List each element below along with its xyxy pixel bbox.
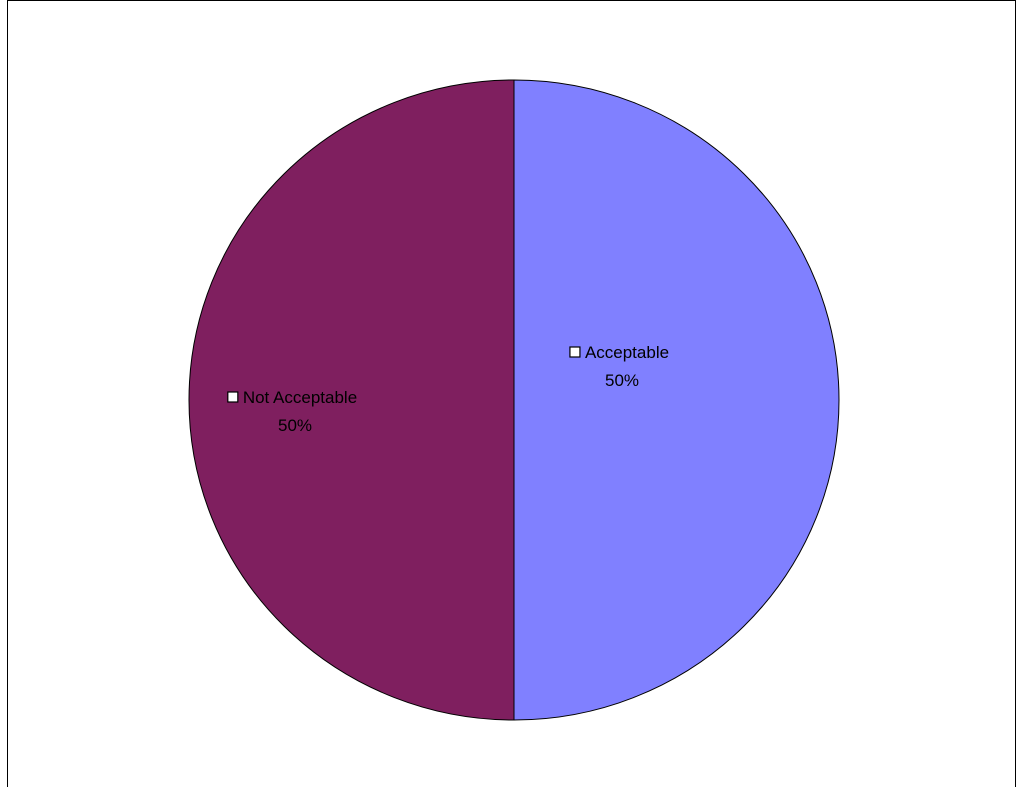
slice-label-text: Not Acceptable	[243, 388, 357, 407]
legend-marker-icon	[227, 391, 239, 403]
pie-slice-not-acceptable	[188, 79, 515, 721]
legend-marker-icon	[569, 346, 581, 358]
slice-percent-text: 50%	[278, 416, 312, 435]
slice-percent-text: 50%	[605, 371, 639, 390]
pie-label-not-acceptable: Not Acceptable 50%	[227, 388, 357, 435]
slice-label-text: Acceptable	[585, 343, 669, 362]
pie-label-acceptable: Acceptable 50%	[569, 343, 669, 390]
pie-labels: Acceptable 50% Not Acceptable 50%	[227, 343, 669, 435]
pie-slice-acceptable	[513, 79, 840, 721]
pie-slices	[188, 79, 840, 721]
